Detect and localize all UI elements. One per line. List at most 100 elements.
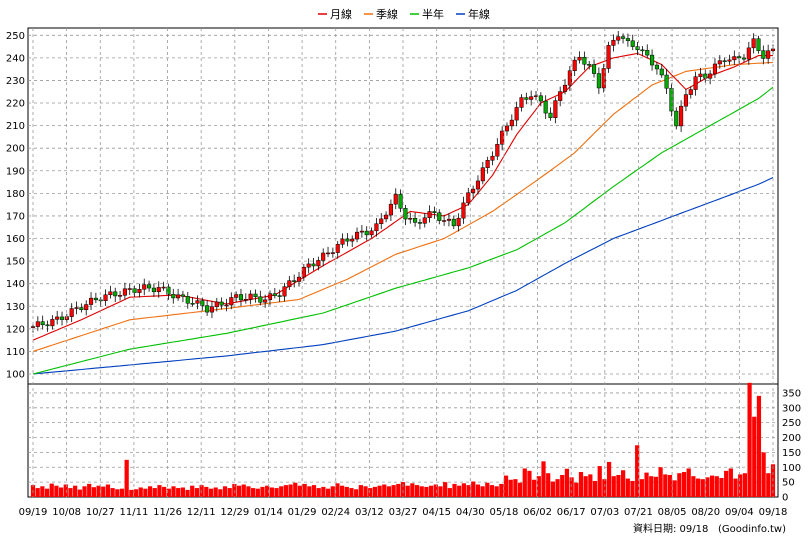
volume-bar xyxy=(349,488,354,497)
volume-bar xyxy=(396,483,401,497)
volume-bar xyxy=(433,484,438,497)
volume-bar xyxy=(227,488,232,497)
volume-bar xyxy=(555,479,560,497)
volume-bar xyxy=(560,474,565,497)
volume-bar xyxy=(602,479,607,497)
volume-bar xyxy=(372,486,378,497)
candle-body xyxy=(108,291,113,296)
price-tick-label: 200 xyxy=(6,144,25,155)
volume-bar xyxy=(597,466,602,497)
candle-body xyxy=(490,155,495,161)
volume-bar xyxy=(354,489,359,497)
x-tick-label: 09/04 xyxy=(725,507,754,518)
candle-body xyxy=(209,306,215,313)
candle-body xyxy=(587,64,592,66)
candle-body xyxy=(514,107,519,121)
candle-body xyxy=(267,293,273,301)
x-tick-label: 03/12 xyxy=(355,507,384,518)
candle-body xyxy=(330,252,335,254)
volume-bar xyxy=(340,485,345,497)
candle-body xyxy=(55,316,60,320)
candle-body xyxy=(132,288,137,293)
volume-bar xyxy=(583,476,588,497)
volume-bar xyxy=(611,476,616,497)
candle-body xyxy=(214,301,219,308)
x-tick-label: 09/19 xyxy=(19,507,48,518)
volume-bar xyxy=(96,485,101,497)
price-tick-label: 170 xyxy=(6,211,25,222)
candle-body xyxy=(471,188,476,193)
volume-bar xyxy=(176,488,181,497)
volume-bar xyxy=(358,485,363,497)
volume-bar xyxy=(574,482,579,497)
candle-body xyxy=(630,40,635,47)
candle-body xyxy=(722,60,727,62)
volume-bar xyxy=(471,481,476,497)
volume-bar xyxy=(232,483,237,497)
volume-bar xyxy=(190,485,195,497)
volume-bar xyxy=(766,473,771,497)
volume-bar xyxy=(616,474,621,497)
candle-body xyxy=(88,297,94,305)
candle-body xyxy=(606,45,611,69)
candle-body xyxy=(543,100,548,114)
volume-bar xyxy=(40,486,45,497)
candle-body xyxy=(277,295,282,297)
volume-bar xyxy=(255,488,260,497)
volume-bar xyxy=(58,487,64,497)
candle-body xyxy=(393,194,398,205)
candle-body xyxy=(301,266,306,278)
candle-body xyxy=(577,56,582,61)
volume-bar xyxy=(283,485,289,497)
volume-bar xyxy=(288,484,293,497)
candle-body xyxy=(69,308,74,317)
legend-label: 季線 xyxy=(376,7,398,21)
volume-bar xyxy=(236,485,242,497)
x-tick-label: 08/05 xyxy=(658,507,687,518)
volume-bar xyxy=(222,486,228,497)
volume-bar xyxy=(541,461,546,497)
volume-panel: 0 50 100 150 200 250 300 350 xyxy=(27,382,801,504)
volume-tick-label: 350 xyxy=(782,388,801,399)
volume-bar xyxy=(335,483,340,497)
volume-bar xyxy=(503,475,509,497)
candle-body xyxy=(403,208,408,220)
candle-body xyxy=(30,326,36,328)
x-tick-label: 04/30 xyxy=(456,507,485,518)
volume-bar xyxy=(428,485,434,497)
x-tick-label: 11/11 xyxy=(119,507,148,518)
candle-body xyxy=(40,321,45,326)
volume-bar xyxy=(756,395,762,497)
candle-body xyxy=(770,48,776,52)
volume-bar xyxy=(87,483,92,497)
volume-bar xyxy=(218,489,223,497)
candle-body xyxy=(422,217,427,224)
candle-body xyxy=(345,238,350,242)
candle-body xyxy=(427,211,432,219)
candle-body xyxy=(616,36,621,41)
volume-bar xyxy=(508,479,513,497)
volume-bar xyxy=(115,489,120,497)
x-tick-label: 07/03 xyxy=(590,507,619,518)
candle-body xyxy=(350,238,355,242)
candle-body xyxy=(664,74,669,89)
candle-body xyxy=(161,286,166,289)
volume-bar xyxy=(686,468,691,497)
candle-body xyxy=(519,97,524,108)
volume-bar xyxy=(73,485,78,497)
candle-body xyxy=(272,293,277,296)
candle-body xyxy=(717,60,722,65)
candle-body xyxy=(766,50,771,59)
volume-bar xyxy=(653,476,659,497)
candle-body xyxy=(683,94,688,107)
candle-body xyxy=(461,202,466,219)
volume-bar xyxy=(307,486,312,497)
candle-body xyxy=(466,192,471,204)
x-tick-label: 10/27 xyxy=(86,507,115,518)
volume-bar xyxy=(157,485,162,497)
candle-body xyxy=(621,36,626,39)
candle-body xyxy=(751,38,756,49)
x-tick-label: 09/18 xyxy=(759,507,788,518)
candle-body xyxy=(572,59,577,71)
